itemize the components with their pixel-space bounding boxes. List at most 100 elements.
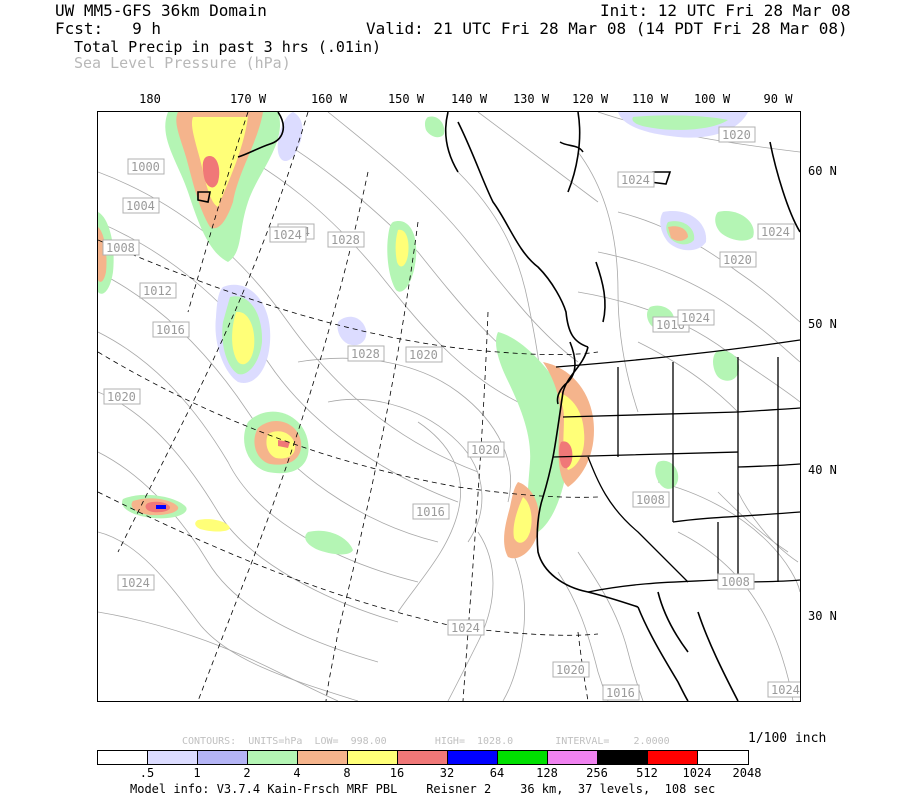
legend-tick-label: 128 bbox=[536, 766, 558, 780]
precip-shading bbox=[98, 112, 754, 559]
isobar bbox=[297, 357, 511, 503]
isobar bbox=[597, 251, 800, 363]
coastline bbox=[197, 191, 211, 203]
isobar bbox=[737, 491, 799, 563]
field-slp-label: Sea Level Pressure (hPa) bbox=[74, 54, 291, 72]
lon-label: 130 W bbox=[512, 92, 550, 106]
precip-area bbox=[513, 497, 532, 543]
legend-tick-label: 1 bbox=[193, 766, 201, 780]
svg-text:1008: 1008 bbox=[721, 575, 750, 589]
svg-text:1016: 1016 bbox=[416, 505, 445, 519]
legend-tick-label: 32 bbox=[439, 766, 455, 780]
isobar bbox=[217, 141, 519, 403]
isobar-value-label: 1016 bbox=[152, 321, 190, 338]
graticule bbox=[98, 112, 599, 701]
isobar-value-label: 1000 bbox=[127, 158, 165, 175]
longitude-line bbox=[577, 631, 589, 701]
coastline bbox=[536, 346, 639, 608]
svg-text:1016: 1016 bbox=[606, 686, 635, 700]
lat-label: 60 N bbox=[808, 164, 837, 178]
isobar bbox=[617, 211, 800, 323]
coastline bbox=[657, 591, 689, 653]
svg-text:1024: 1024 bbox=[761, 225, 790, 239]
isobar bbox=[577, 291, 800, 403]
isobar bbox=[98, 451, 379, 663]
precip-area bbox=[232, 311, 255, 365]
svg-text:1020: 1020 bbox=[556, 663, 585, 677]
field-precip-label: Total Precip in past 3 hrs (.01in) bbox=[74, 38, 382, 56]
state-line bbox=[737, 407, 800, 413]
isobar-value-label: 1028 bbox=[327, 231, 365, 248]
isobar-value-label: 1008 bbox=[717, 573, 755, 590]
svg-text:1024: 1024 bbox=[121, 576, 150, 590]
lon-label: 160 W bbox=[310, 92, 348, 106]
svg-text:1008: 1008 bbox=[106, 241, 135, 255]
legend-swatch bbox=[498, 751, 548, 764]
model-domain-title: UW MM5-GFS 36km Domain bbox=[55, 1, 267, 20]
model-info-footer: Model info: V3.7.4 Kain-Frsch MRF PBL Re… bbox=[130, 782, 716, 796]
isobar bbox=[98, 611, 339, 701]
precip-area bbox=[191, 117, 248, 207]
state-line bbox=[562, 411, 739, 418]
precip-area bbox=[305, 530, 353, 555]
svg-text:1024: 1024 bbox=[621, 173, 650, 187]
isobar-value-label: 1024 bbox=[677, 309, 715, 326]
precip-area bbox=[668, 226, 688, 241]
svg-text:1020: 1020 bbox=[409, 348, 438, 362]
coastline bbox=[559, 141, 584, 153]
precip-area bbox=[632, 115, 728, 130]
legend-swatch bbox=[248, 751, 298, 764]
coastline bbox=[444, 112, 459, 173]
legend-swatch bbox=[398, 751, 448, 764]
lon-label: 140 W bbox=[450, 92, 488, 106]
isobar bbox=[447, 531, 494, 701]
svg-text:1024: 1024 bbox=[681, 311, 710, 325]
legend-tick-label: 2048 bbox=[732, 766, 762, 780]
precip-area bbox=[278, 440, 290, 448]
init-time: Init: 12 UTC Fri 28 Mar 08 bbox=[600, 1, 851, 20]
coastline bbox=[595, 261, 606, 323]
coastline bbox=[567, 112, 581, 193]
lat-label: 40 N bbox=[808, 463, 837, 477]
coastline bbox=[637, 606, 689, 701]
isobar bbox=[327, 112, 579, 363]
state-line bbox=[737, 463, 800, 468]
svg-text:1028: 1028 bbox=[331, 233, 360, 247]
isobar bbox=[98, 271, 439, 543]
legend-swatch bbox=[448, 751, 498, 764]
legend-tick-label: 2 bbox=[243, 766, 251, 780]
border-canada-us bbox=[555, 339, 800, 368]
svg-text:1028: 1028 bbox=[351, 347, 380, 361]
svg-text:1024: 1024 bbox=[771, 683, 800, 697]
coastline bbox=[769, 141, 800, 233]
isobar-value-label: 1012 bbox=[139, 282, 177, 299]
isobar bbox=[98, 391, 399, 623]
isobar bbox=[98, 331, 419, 583]
isobar-value-label: 1004 bbox=[122, 197, 160, 214]
political-boundaries bbox=[552, 339, 800, 593]
lat-label: 30 N bbox=[808, 609, 837, 623]
legend-swatch bbox=[198, 751, 248, 764]
svg-text:1020: 1020 bbox=[107, 390, 136, 404]
svg-text:1024: 1024 bbox=[273, 228, 302, 242]
isobar bbox=[397, 421, 461, 613]
longitude-line bbox=[117, 112, 309, 553]
isobar-value-label: 1020 bbox=[719, 251, 757, 268]
svg-text:1004: 1004 bbox=[126, 199, 155, 213]
isobar-value-label: 1016 bbox=[602, 684, 640, 701]
legend-tick-label: 8 bbox=[343, 766, 351, 780]
precip-area bbox=[713, 350, 739, 381]
precip-area bbox=[337, 316, 367, 346]
isobar-value-label: 1024 bbox=[447, 619, 485, 636]
isobar-value-label: 1020 bbox=[467, 441, 505, 458]
isobar bbox=[657, 481, 800, 593]
legend-swatch bbox=[548, 751, 598, 764]
isobar bbox=[327, 399, 483, 543]
latitude-line bbox=[98, 491, 599, 636]
isobar bbox=[577, 551, 644, 701]
legend-unit-label: 1/100 inch bbox=[748, 731, 827, 746]
svg-text:1020: 1020 bbox=[723, 253, 752, 267]
coastline bbox=[697, 611, 739, 701]
coastline bbox=[556, 341, 576, 405]
coastline bbox=[457, 121, 589, 348]
